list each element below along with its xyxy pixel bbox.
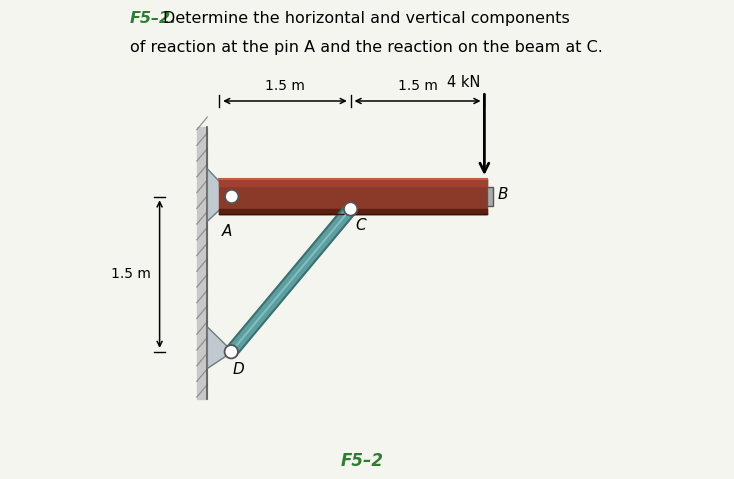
Bar (219, 179, 487, 186)
Text: 1.5 m: 1.5 m (265, 79, 305, 93)
Bar (197, 127, 208, 399)
Text: Determine the horizontal and vertical components: Determine the horizontal and vertical co… (164, 11, 570, 26)
Bar (219, 209, 487, 214)
Text: 1.5 m: 1.5 m (111, 267, 151, 281)
Text: of reaction at the pin A and the reaction on the beam at C.: of reaction at the pin A and the reactio… (130, 40, 603, 55)
Text: F5–2.: F5–2. (130, 11, 177, 26)
Polygon shape (208, 327, 233, 368)
Circle shape (344, 202, 357, 216)
Circle shape (225, 190, 239, 203)
Text: 1.5 m: 1.5 m (398, 79, 437, 93)
Text: C: C (355, 217, 366, 232)
Bar (487, 187, 493, 206)
Text: F5–2: F5–2 (341, 452, 384, 470)
Bar (219, 179, 487, 214)
Text: D: D (232, 362, 244, 377)
Text: A: A (222, 224, 232, 239)
Polygon shape (227, 205, 355, 356)
Circle shape (225, 345, 238, 358)
Polygon shape (208, 169, 233, 221)
Text: B: B (497, 187, 508, 202)
Text: 4 kN: 4 kN (447, 76, 481, 91)
